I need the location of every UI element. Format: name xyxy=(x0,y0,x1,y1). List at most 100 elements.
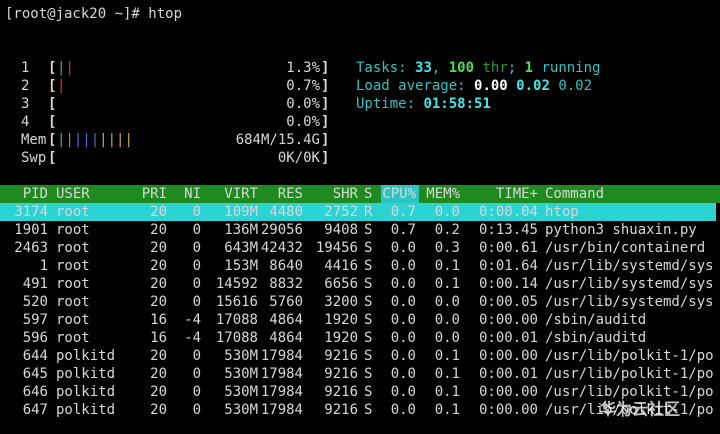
info-part: ; xyxy=(508,60,525,76)
process-pri: 20 xyxy=(150,384,167,400)
process-time: 0:00.04 xyxy=(479,204,538,220)
process-s: S xyxy=(364,240,372,256)
process-user: root xyxy=(56,258,90,274)
process-shr: 9408 xyxy=(324,222,358,238)
meter-label: 3 xyxy=(21,96,29,112)
process-user: polkitd xyxy=(56,366,115,382)
process-cpu: 0.0 xyxy=(391,330,416,346)
process-mem: 0.2 xyxy=(435,222,460,238)
process-time: 0:00.61 xyxy=(479,240,538,256)
process-s: S xyxy=(364,384,372,400)
meter-bracket: ] xyxy=(321,60,329,76)
process-cpu: 0.0 xyxy=(391,258,416,274)
process-pri: 20 xyxy=(150,204,167,220)
meter-bracket: [ xyxy=(48,96,56,112)
process-pid: 3174 xyxy=(14,204,48,220)
meter-bar-segment: | xyxy=(57,78,65,94)
info-part: Load average: xyxy=(356,78,474,94)
process-time: 0:00.00 xyxy=(479,348,538,364)
process-shr: 1920 xyxy=(324,330,358,346)
process-ni: 0 xyxy=(193,276,201,292)
process-s: S xyxy=(364,276,372,292)
process-s: S xyxy=(364,222,372,238)
process-cpu: 0.0 xyxy=(391,312,416,328)
process-command: /usr/lib/systemd/sys xyxy=(545,258,714,274)
info-part: 33 xyxy=(415,60,432,76)
column-header: MEM% xyxy=(426,186,460,202)
process-mem: 0.1 xyxy=(435,384,460,400)
meter-bar-segment: | xyxy=(65,60,73,76)
process-command: /usr/lib/polkit-1/po xyxy=(545,348,714,364)
meter-bar-segment: |||| xyxy=(99,132,133,148)
process-cpu: 0.0 xyxy=(391,294,416,310)
process-mem: 0.0 xyxy=(435,294,460,310)
meter-value: 0K/0K xyxy=(278,150,321,166)
column-header: TIME+ xyxy=(496,186,538,202)
process-mem: 0.0 xyxy=(435,312,460,328)
process-cpu: 0.7 xyxy=(391,222,416,238)
process-res: 4864 xyxy=(269,330,303,346)
process-user: root xyxy=(56,330,90,346)
process-virt: 15616 xyxy=(216,294,258,310)
process-ni: -4 xyxy=(184,330,201,346)
process-ni: 0 xyxy=(193,258,201,274)
process-mem: 0.0 xyxy=(435,204,460,220)
meter-bracket: [ xyxy=(48,150,56,166)
process-virt: 643M xyxy=(224,240,258,256)
column-header: RES xyxy=(278,186,303,202)
meter-label: 1 xyxy=(21,60,29,76)
info-part: Tasks: xyxy=(356,60,415,76)
meter-bar-segment: | xyxy=(57,60,65,76)
process-cpu: 0.0 xyxy=(391,384,416,400)
process-shr: 9216 xyxy=(324,348,358,364)
meter-label: 2 xyxy=(21,78,29,94)
process-res: 8832 xyxy=(269,276,303,292)
process-res: 4480 xyxy=(269,204,303,220)
process-cpu: 0.0 xyxy=(391,402,416,418)
info-part: , xyxy=(432,60,449,76)
meter-bar: ||||||||| xyxy=(57,132,133,148)
process-cpu: 0.0 xyxy=(391,240,416,256)
process-res: 29056 xyxy=(261,222,303,238)
meter-value: 684M/15.4G xyxy=(236,132,320,148)
meter-value: 1.3% xyxy=(286,60,320,76)
info-line: Load average: 0.00 0.02 0.02 xyxy=(356,78,592,94)
process-ni: 0 xyxy=(193,366,201,382)
meter-bar-segment: || xyxy=(57,132,74,148)
process-virt: 109M xyxy=(224,204,258,220)
process-command: /usr/lib/systemd/sys xyxy=(545,276,714,292)
selected-row xyxy=(0,203,716,221)
process-user: root xyxy=(56,294,90,310)
process-shr: 9216 xyxy=(324,402,358,418)
process-time: 0:00.00 xyxy=(479,384,538,400)
process-pid: 647 xyxy=(23,402,48,418)
process-user: root xyxy=(56,312,90,328)
process-s: R xyxy=(364,204,373,220)
process-virt: 136M xyxy=(224,222,258,238)
process-res: 17984 xyxy=(261,384,303,400)
process-pri: 20 xyxy=(150,258,167,274)
meter-bracket: ] xyxy=(321,150,329,166)
process-res: 8640 xyxy=(269,258,303,274)
process-command: /usr/bin/containerd xyxy=(545,240,705,256)
header-background xyxy=(0,185,720,203)
meter-bar-segment: ||| xyxy=(74,132,99,148)
process-s: S xyxy=(364,402,372,418)
process-mem: 0.1 xyxy=(435,348,460,364)
process-virt: 530M xyxy=(224,366,258,382)
column-header: USER xyxy=(56,186,90,202)
process-pri: 20 xyxy=(150,240,167,256)
process-cpu: 0.0 xyxy=(391,366,416,382)
meter-bracket: [ xyxy=(48,132,56,148)
process-cpu: 0.7 xyxy=(391,204,416,220)
process-pid: 646 xyxy=(23,384,48,400)
process-time: 0:00.01 xyxy=(479,366,538,382)
meter-label: Swp xyxy=(21,150,46,166)
process-mem: 0.3 xyxy=(435,240,460,256)
process-time: 0:13.45 xyxy=(479,222,538,238)
process-pid: 597 xyxy=(23,312,48,328)
meter-value: 0.0% xyxy=(286,96,320,112)
process-virt: 153M xyxy=(224,258,258,274)
process-s: S xyxy=(364,312,372,328)
